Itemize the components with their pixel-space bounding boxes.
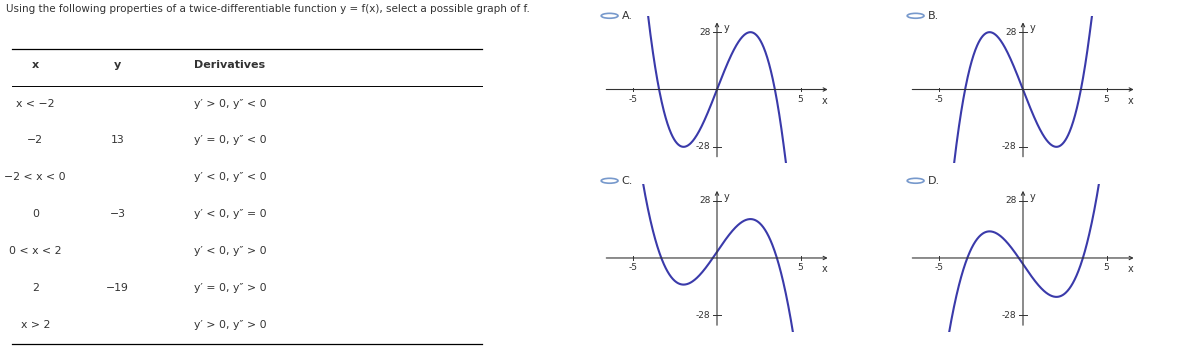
Text: x: x xyxy=(1128,264,1134,274)
Text: −3: −3 xyxy=(109,209,126,219)
Text: -5: -5 xyxy=(629,95,638,104)
Text: -5: -5 xyxy=(935,95,944,104)
Text: y: y xyxy=(1030,23,1036,33)
Text: x > 2: x > 2 xyxy=(20,320,50,330)
Text: -28: -28 xyxy=(1002,143,1016,151)
Text: −19: −19 xyxy=(106,283,130,293)
Text: y′ < 0, y″ = 0: y′ < 0, y″ = 0 xyxy=(194,209,266,219)
Text: y′ = 0, y″ > 0: y′ = 0, y″ > 0 xyxy=(194,283,266,293)
Text: 5: 5 xyxy=(1104,263,1110,272)
Text: y′ = 0, y″ < 0: y′ = 0, y″ < 0 xyxy=(194,135,266,145)
Text: x < −2: x < −2 xyxy=(16,99,54,108)
Text: y: y xyxy=(114,60,121,69)
Text: y′ > 0, y″ > 0: y′ > 0, y″ > 0 xyxy=(194,320,266,330)
Text: -28: -28 xyxy=(696,311,710,320)
Text: 0: 0 xyxy=(31,209,38,219)
Text: x: x xyxy=(31,60,38,69)
Text: y: y xyxy=(724,192,730,201)
Text: 0 < x < 2: 0 < x < 2 xyxy=(10,246,61,256)
Text: 28: 28 xyxy=(698,28,710,37)
Text: 5: 5 xyxy=(1104,95,1110,104)
Text: y′ < 0, y″ > 0: y′ < 0, y″ > 0 xyxy=(194,246,266,256)
Text: y: y xyxy=(724,23,730,33)
Text: 28: 28 xyxy=(1004,28,1016,37)
Text: -28: -28 xyxy=(696,143,710,151)
Text: 5: 5 xyxy=(798,95,804,104)
Text: x: x xyxy=(822,95,828,106)
Text: 5: 5 xyxy=(798,263,804,272)
Text: y: y xyxy=(1030,192,1036,201)
Text: C.: C. xyxy=(622,176,632,186)
Text: D.: D. xyxy=(928,176,940,186)
Text: −2: −2 xyxy=(28,135,43,145)
Text: B.: B. xyxy=(928,11,938,21)
Text: x: x xyxy=(822,264,828,274)
Text: -5: -5 xyxy=(935,263,944,272)
Text: −2 < x < 0: −2 < x < 0 xyxy=(5,172,66,182)
Text: Using the following properties of a twice-differentiable function y = f(x), sele: Using the following properties of a twic… xyxy=(6,4,529,13)
Text: 13: 13 xyxy=(110,135,125,145)
Text: y′ < 0, y″ < 0: y′ < 0, y″ < 0 xyxy=(194,172,266,182)
Text: y′ > 0, y″ < 0: y′ > 0, y″ < 0 xyxy=(194,99,266,108)
Text: 2: 2 xyxy=(32,283,38,293)
Text: -5: -5 xyxy=(629,263,638,272)
Text: A.: A. xyxy=(622,11,632,21)
Text: 28: 28 xyxy=(1004,196,1016,205)
Text: -28: -28 xyxy=(1002,311,1016,320)
Text: Derivatives: Derivatives xyxy=(194,60,265,69)
Text: x: x xyxy=(1128,95,1134,106)
Text: 28: 28 xyxy=(698,196,710,205)
